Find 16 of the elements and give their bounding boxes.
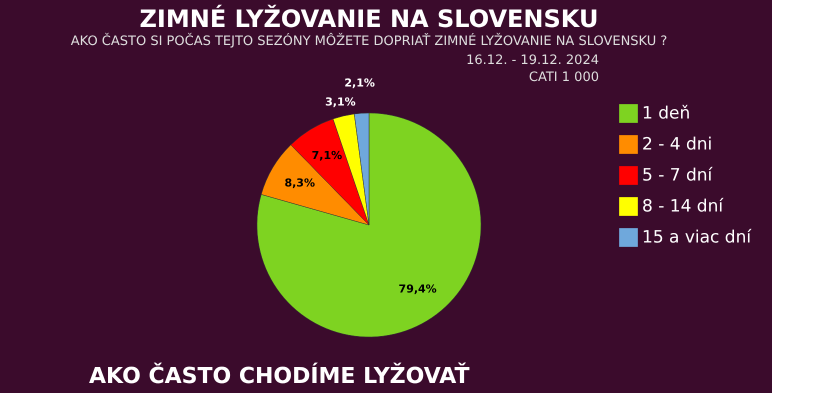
legend-label: 1 deň (642, 104, 690, 124)
text: 16.12. - 19.12. 2024 (466, 53, 599, 68)
data-label: 3,1% (325, 95, 356, 108)
text: AKO ČASTO CHODÍME LYŽOVAŤ (89, 362, 470, 389)
data-label: 2,1% (344, 76, 375, 90)
legend-label: 15 a viac dní (642, 228, 752, 248)
legend-label: 2 - 4 dni (642, 134, 712, 154)
chart-title: ZIMNÉ LYŽOVANIE NA SLOVENSKU (140, 4, 598, 33)
data-label: 7,1% (312, 149, 342, 162)
data-label: 79,4% (398, 282, 437, 296)
text: CATI 1 000 (528, 70, 599, 85)
legend-label: 5 - 7 dní (642, 166, 714, 186)
chart-subtitle: AKO ČASTO SI POČAS TEJTO SEZÓNY MÔŽETE DOPRIAŤ ZIMNÉ LYŽOVANIE NA SLOVENSKU ? (70, 32, 668, 49)
legend-label: 8 - 14 dní (642, 196, 724, 216)
pie-slice (256, 112, 482, 338)
data-label: 8,3% (284, 176, 315, 190)
